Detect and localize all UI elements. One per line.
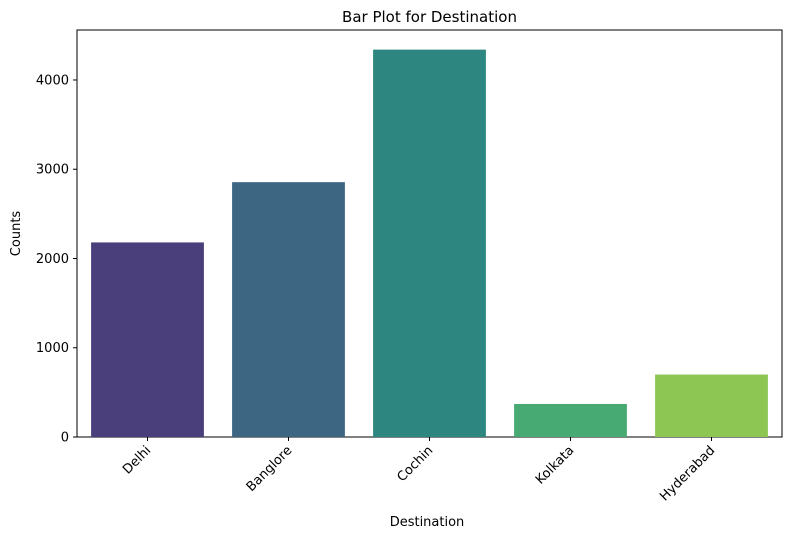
x-tick-label-cochin: Cochin — [394, 443, 436, 485]
bar-delhi — [91, 242, 204, 437]
y-tick-label-4000: 4000 — [36, 73, 69, 88]
x-tick-label-delhi: Delhi — [120, 443, 154, 477]
bar-kolkata — [514, 403, 627, 437]
chart-title: Bar Plot for Destination — [342, 8, 517, 26]
plot-area: 0 1000 2000 3000 4000 Delhi Banglore Cochin Kol… — [36, 29, 783, 504]
y-tick-label-0: 0 — [61, 431, 69, 446]
y-axis-title: Counts — [9, 211, 24, 257]
y-tick-label-3000: 3000 — [36, 163, 69, 178]
x-tick-label-hyderabad: Hyderabad — [657, 443, 718, 504]
x-tick-label-banglore: Banglore — [244, 443, 296, 495]
y-tick-label-2000: 2000 — [36, 252, 69, 267]
bar-cochin — [373, 49, 486, 438]
bar-banglore — [232, 182, 345, 437]
x-axis-title: Destination — [390, 515, 465, 530]
y-axis: 0 1000 2000 3000 4000 — [36, 73, 77, 446]
x-tick-label-kolkata: Kolkata — [533, 443, 577, 487]
y-tick-label-1000: 1000 — [36, 341, 69, 356]
x-axis: Delhi Banglore Cochin Kolkata Hyderabad — [120, 437, 718, 504]
bar-hyderabad — [655, 374, 768, 437]
bars-group — [91, 49, 768, 438]
